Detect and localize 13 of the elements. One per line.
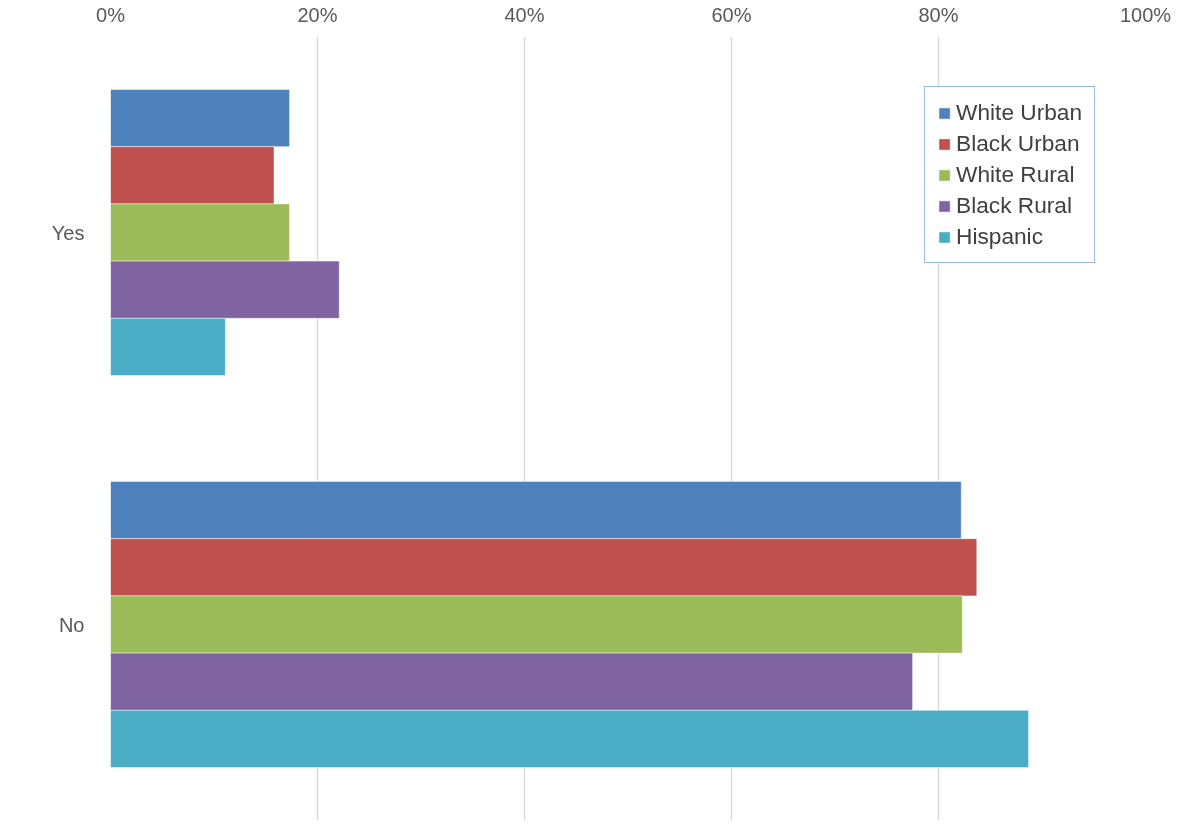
legend-label: Hispanic	[956, 223, 1043, 250]
x-tick-label: 60%	[711, 3, 752, 26]
legend-label: Black Rural	[956, 192, 1072, 219]
x-tick-label: 40%	[504, 3, 545, 26]
legend-label: Black Urban	[956, 130, 1080, 157]
y-tick-label: No	[58, 613, 85, 636]
x-tick-label: 100%	[1119, 3, 1172, 26]
x-tick-label: 80%	[918, 3, 959, 26]
legend-label: White Urban	[956, 99, 1082, 126]
legend-label: White Rural	[956, 161, 1075, 188]
y-tick-label: Yes	[51, 221, 85, 244]
x-tick-label: 0%	[96, 3, 126, 26]
x-tick-label: 20%	[297, 3, 338, 26]
